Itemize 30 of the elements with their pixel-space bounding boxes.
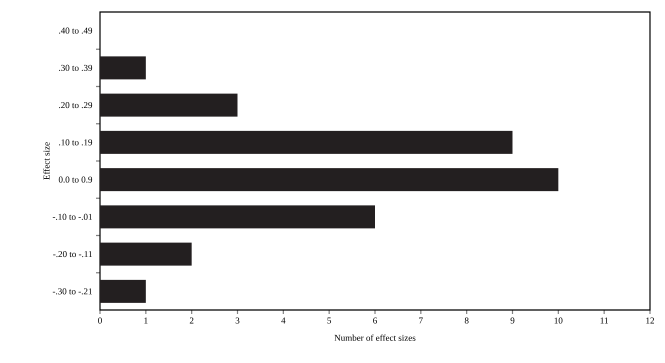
y-tick-label: -.10 to -.01 [52, 214, 92, 220]
x-tick-label: 11 [600, 318, 608, 324]
x-tick-label: 8 [464, 318, 469, 324]
y-axis-title: Effect size [43, 142, 50, 180]
x-tick-label: 0 [98, 318, 102, 324]
bar [100, 56, 146, 80]
y-tick-label: .20 to .29 [59, 102, 92, 108]
bar [100, 280, 146, 303]
bar [100, 94, 238, 117]
bar [100, 242, 192, 266]
y-tick-label: -.20 to -.11 [53, 251, 92, 258]
x-tick-label: 2 [190, 318, 194, 324]
bar [100, 168, 558, 192]
x-axis-title: Number of effect sizes [334, 334, 416, 341]
x-tick-label: 5 [327, 318, 332, 324]
x-tick-label: 3 [236, 318, 240, 324]
x-tick-label: 4 [281, 318, 286, 324]
x-tick-label: 12 [646, 318, 654, 324]
x-tick-label: 1 [144, 318, 148, 324]
x-tick-label: 9 [510, 318, 514, 324]
y-tick-label: .10 to .19 [59, 139, 92, 146]
y-tick-label: -.30 to -.21 [52, 288, 92, 294]
y-tick-label: 0.0 to 0.9 [58, 176, 92, 183]
x-tick-label: 6 [373, 318, 377, 324]
bar [100, 205, 375, 228]
y-tick-label: .30 to .39 [59, 64, 92, 71]
x-tick-label: 7 [419, 318, 423, 324]
y-tick-label: .40 to .49 [59, 28, 92, 34]
bar [100, 130, 512, 154]
x-tick-label: 10 [554, 318, 562, 324]
